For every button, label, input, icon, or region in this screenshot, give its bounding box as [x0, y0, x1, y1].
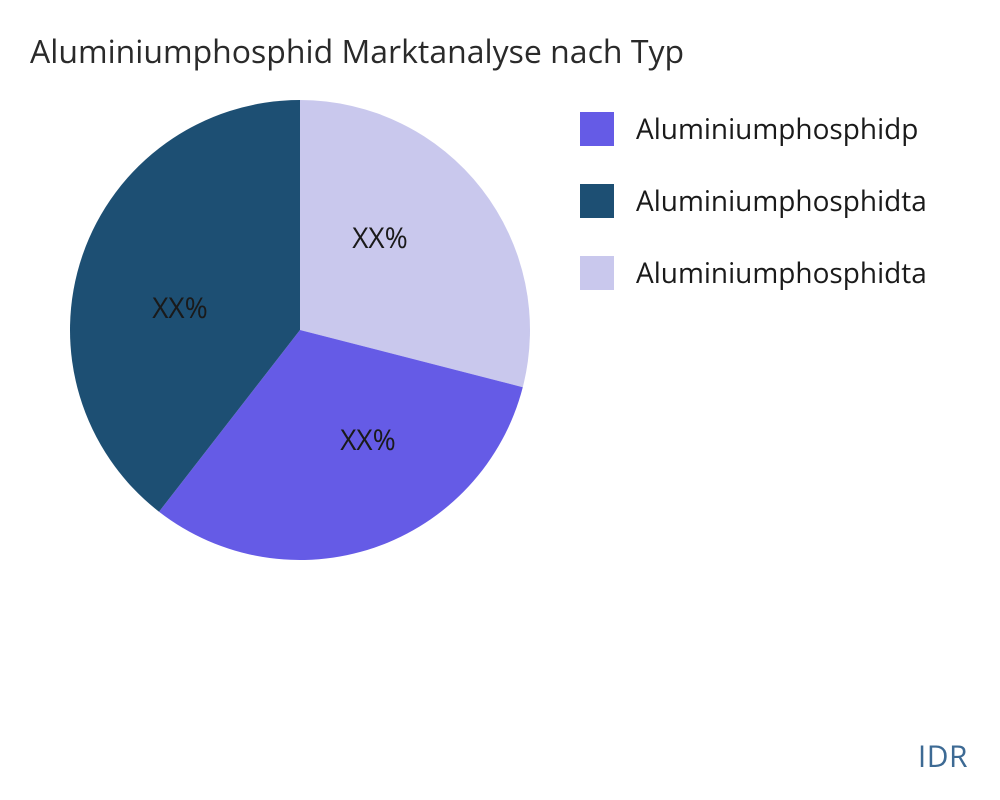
- legend-item: Aluminiumphosphidta: [580, 254, 1000, 292]
- legend-swatch: [580, 184, 614, 218]
- legend-label: Aluminiumphosphidta: [636, 254, 927, 292]
- pie-svg: [70, 100, 530, 560]
- legend-label: Aluminiumphosphidta: [636, 182, 927, 220]
- chart-title: Aluminiumphosphid Marktanalyse nach Typ: [30, 30, 684, 73]
- pie-slice-label: XX%: [352, 219, 408, 257]
- pie-slice-label: XX%: [152, 289, 208, 327]
- legend-label: Aluminiumphosphidp: [636, 110, 918, 148]
- pie-chart: XX% XX% XX%: [70, 100, 530, 560]
- legend-swatch: [580, 112, 614, 146]
- legend-swatch: [580, 256, 614, 290]
- legend-item: Aluminiumphosphidta: [580, 182, 1000, 220]
- legend: Aluminiumphosphidp Aluminiumphosphidta Alu…: [580, 110, 1000, 326]
- watermark: IDR: [918, 735, 968, 776]
- legend-item: Aluminiumphosphidp: [580, 110, 1000, 148]
- pie-slice-label: XX%: [340, 421, 396, 459]
